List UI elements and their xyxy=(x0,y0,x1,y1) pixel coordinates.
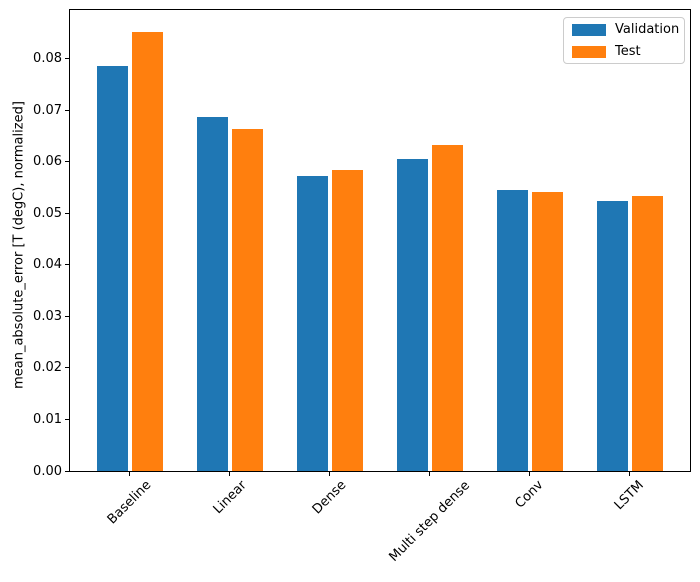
y-tick-label: 0.07 xyxy=(33,102,62,118)
y-tick-label: 0.00 xyxy=(33,463,62,479)
x-tick-label-lstm: LSTM xyxy=(611,478,647,514)
y-tick-mark xyxy=(65,470,69,472)
x-tick-label-multi-step-dense: Multi step dense xyxy=(386,477,473,565)
x-tick-mark xyxy=(529,472,530,476)
plot-area xyxy=(69,9,691,472)
x-tick-label-dense: Dense xyxy=(309,477,350,518)
y-tick-label: 0.03 xyxy=(33,308,62,324)
bar-test-conv xyxy=(531,191,563,471)
y-tick-label: 0.02 xyxy=(33,360,62,376)
x-tick-mark xyxy=(329,472,330,476)
legend-row-validation: Validation xyxy=(572,22,684,37)
y-tick-label: 0.06 xyxy=(33,154,62,170)
y-tick-label: 0.05 xyxy=(33,205,62,221)
x-tick-label-conv: Conv xyxy=(512,478,547,512)
x-tick-mark xyxy=(429,472,430,476)
legend-row-test: Test xyxy=(572,44,684,59)
x-tick-label-baseline: Baseline xyxy=(104,477,155,528)
legend-label-validation: Validation xyxy=(615,22,680,37)
bar-test-baseline xyxy=(131,31,163,471)
x-tick-mark xyxy=(629,472,630,476)
x-tick-mark xyxy=(129,472,130,476)
y-tick-mark xyxy=(65,264,69,266)
bar-validation-conv xyxy=(496,190,528,471)
bar-validation-linear xyxy=(196,117,228,471)
bar-test-lstm xyxy=(631,196,663,471)
validation-swatch-icon xyxy=(572,23,606,36)
legend: Validation Test xyxy=(563,17,685,64)
bar-validation-lstm xyxy=(596,201,628,471)
bar-test-linear xyxy=(231,128,263,471)
bar-test-dense xyxy=(331,169,363,471)
x-tick-label-linear: Linear xyxy=(210,477,250,518)
bar-validation-multi-step-dense xyxy=(396,158,428,471)
y-tick-mark xyxy=(65,315,69,317)
test-swatch-icon xyxy=(572,45,606,58)
bar-validation-dense xyxy=(296,176,328,471)
y-tick-label: 0.04 xyxy=(33,257,62,273)
bar-validation-baseline xyxy=(96,66,128,471)
x-tick-mark xyxy=(229,472,230,476)
bar-test-multi-step-dense xyxy=(431,144,463,471)
y-axis-label: mean_absolute_error [T (degC), normalize… xyxy=(11,101,27,389)
y-tick-mark xyxy=(65,109,69,111)
y-tick-label: 0.08 xyxy=(33,50,62,66)
y-tick-mark xyxy=(65,418,69,420)
y-tick-mark xyxy=(65,57,69,59)
y-tick-mark xyxy=(65,367,69,369)
legend-label-test: Test xyxy=(615,44,641,59)
y-tick-mark xyxy=(65,212,69,214)
y-tick-label: 0.01 xyxy=(33,411,62,427)
y-tick-mark xyxy=(65,161,69,163)
